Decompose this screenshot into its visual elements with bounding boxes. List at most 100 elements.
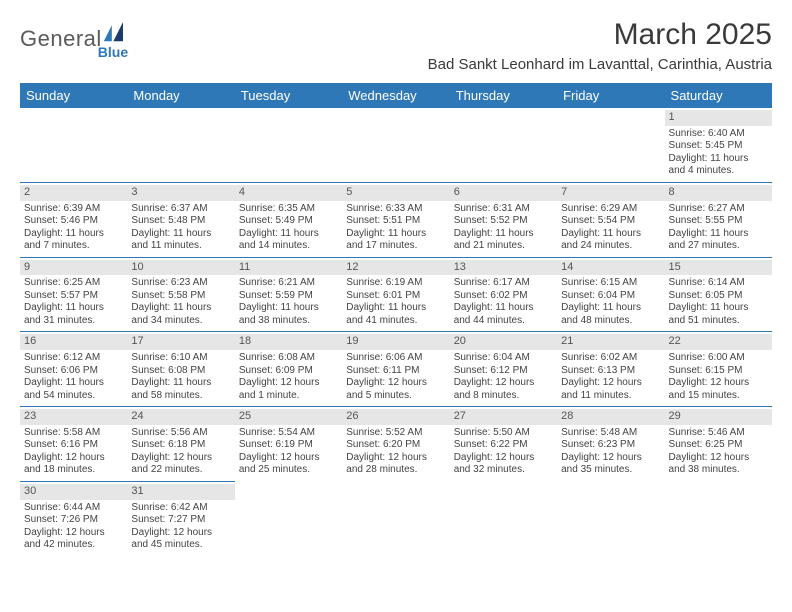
day-number: 23 [20,409,127,425]
calendar-day-cell: 26Sunrise: 5:52 AMSunset: 6:20 PMDayligh… [342,407,449,482]
daylight-text: and 18 minutes. [24,464,123,477]
daylight-text: and 32 minutes. [454,464,553,477]
sunrise-text: Sunrise: 6:31 AM [454,203,553,216]
calendar-day-cell: 23Sunrise: 5:58 AMSunset: 6:16 PMDayligh… [20,407,127,482]
day-number: 12 [342,260,449,276]
calendar-week-row: 1Sunrise: 6:40 AMSunset: 5:45 PMDaylight… [20,108,772,182]
title-block: March 2025 Bad Sankt Leonhard im Lavantt… [428,18,772,73]
daylight-text: Daylight: 11 hours [669,302,768,315]
sunrise-text: Sunrise: 6:23 AM [131,277,230,290]
day-number: 7 [557,185,664,201]
day-number: 17 [127,334,234,350]
sunset-text: Sunset: 6:19 PM [239,439,338,452]
daylight-text: and 42 minutes. [24,539,123,552]
daylight-text: and 25 minutes. [239,464,338,477]
logo-sails-icon [98,22,132,46]
location-subtitle: Bad Sankt Leonhard im Lavanttal, Carinth… [428,56,772,73]
day-number: 16 [20,334,127,350]
sunset-text: Sunset: 5:52 PM [454,215,553,228]
day-number: 10 [127,260,234,276]
calendar-day-cell: 10Sunrise: 6:23 AMSunset: 5:58 PMDayligh… [127,257,234,332]
day-number: 20 [450,334,557,350]
sunrise-text: Sunrise: 5:46 AM [669,427,768,440]
daylight-text: Daylight: 12 hours [561,452,660,465]
daylight-text: and 45 minutes. [131,539,230,552]
sunrise-text: Sunrise: 6:29 AM [561,203,660,216]
sunrise-text: Sunrise: 5:52 AM [346,427,445,440]
daylight-text: Daylight: 11 hours [454,302,553,315]
daylight-text: and 41 minutes. [346,315,445,328]
sunrise-text: Sunrise: 5:54 AM [239,427,338,440]
daylight-text: Daylight: 11 hours [346,302,445,315]
calendar-week-row: 23Sunrise: 5:58 AMSunset: 6:16 PMDayligh… [20,407,772,482]
calendar-day-cell: 6Sunrise: 6:31 AMSunset: 5:52 PMDaylight… [450,182,557,257]
calendar-day-cell [127,108,234,182]
daylight-text: and 14 minutes. [239,240,338,253]
calendar-table: Sunday Monday Tuesday Wednesday Thursday… [20,83,772,556]
day-number: 8 [665,185,772,201]
calendar-day-cell: 13Sunrise: 6:17 AMSunset: 6:02 PMDayligh… [450,257,557,332]
calendar-day-cell: 27Sunrise: 5:50 AMSunset: 6:22 PMDayligh… [450,407,557,482]
sunset-text: Sunset: 6:15 PM [669,365,768,378]
daylight-text: Daylight: 11 hours [24,228,123,241]
sunrise-text: Sunrise: 6:39 AM [24,203,123,216]
day-number: 14 [557,260,664,276]
day-number: 6 [450,185,557,201]
sunset-text: Sunset: 6:12 PM [454,365,553,378]
sunset-text: Sunset: 6:11 PM [346,365,445,378]
calendar-day-cell: 16Sunrise: 6:12 AMSunset: 6:06 PMDayligh… [20,332,127,407]
sunrise-text: Sunrise: 5:58 AM [24,427,123,440]
daylight-text: and 17 minutes. [346,240,445,253]
daylight-text: Daylight: 12 hours [669,377,768,390]
calendar-day-cell: 8Sunrise: 6:27 AMSunset: 5:55 PMDaylight… [665,182,772,257]
day-number: 22 [665,334,772,350]
daylight-text: and 31 minutes. [24,315,123,328]
calendar-header-row: Sunday Monday Tuesday Wednesday Thursday… [20,83,772,108]
daylight-text: Daylight: 11 hours [669,228,768,241]
calendar-day-cell: 9Sunrise: 6:25 AMSunset: 5:57 PMDaylight… [20,257,127,332]
sunrise-text: Sunrise: 6:33 AM [346,203,445,216]
calendar-day-cell: 24Sunrise: 5:56 AMSunset: 6:18 PMDayligh… [127,407,234,482]
daylight-text: Daylight: 12 hours [239,452,338,465]
day-number: 15 [665,260,772,276]
sunrise-text: Sunrise: 6:12 AM [24,352,123,365]
daylight-text: and 4 minutes. [669,165,768,178]
calendar-day-cell: 19Sunrise: 6:06 AMSunset: 6:11 PMDayligh… [342,332,449,407]
calendar-day-cell: 11Sunrise: 6:21 AMSunset: 5:59 PMDayligh… [235,257,342,332]
daylight-text: Daylight: 11 hours [24,377,123,390]
logo-text-main: General [20,26,102,52]
sunrise-text: Sunrise: 6:35 AM [239,203,338,216]
daylight-text: Daylight: 11 hours [239,228,338,241]
calendar-body: 1Sunrise: 6:40 AMSunset: 5:45 PMDaylight… [20,108,772,556]
weekday-header: Monday [127,83,234,108]
daylight-text: Daylight: 11 hours [561,228,660,241]
weekday-header: Friday [557,83,664,108]
daylight-text: and 51 minutes. [669,315,768,328]
sunset-text: Sunset: 6:05 PM [669,290,768,303]
sunset-text: Sunset: 5:55 PM [669,215,768,228]
calendar-day-cell [557,481,664,555]
daylight-text: Daylight: 12 hours [454,452,553,465]
calendar-day-cell [235,481,342,555]
logo-text-sub: Blue [98,44,128,60]
daylight-text: Daylight: 12 hours [239,377,338,390]
weekday-header: Wednesday [342,83,449,108]
daylight-text: Daylight: 12 hours [346,377,445,390]
calendar-day-cell: 15Sunrise: 6:14 AMSunset: 6:05 PMDayligh… [665,257,772,332]
sunrise-text: Sunrise: 6:08 AM [239,352,338,365]
day-number: 24 [127,409,234,425]
sunrise-text: Sunrise: 6:04 AM [454,352,553,365]
sunset-text: Sunset: 6:08 PM [131,365,230,378]
daylight-text: and 54 minutes. [24,390,123,403]
weekday-header: Sunday [20,83,127,108]
sunset-text: Sunset: 6:25 PM [669,439,768,452]
daylight-text: and 27 minutes. [669,240,768,253]
calendar-day-cell: 20Sunrise: 6:04 AMSunset: 6:12 PMDayligh… [450,332,557,407]
calendar-day-cell: 29Sunrise: 5:46 AMSunset: 6:25 PMDayligh… [665,407,772,482]
day-number: 3 [127,185,234,201]
calendar-day-cell [342,481,449,555]
day-number: 4 [235,185,342,201]
sunrise-text: Sunrise: 6:06 AM [346,352,445,365]
weekday-header: Saturday [665,83,772,108]
calendar-week-row: 30Sunrise: 6:44 AMSunset: 7:26 PMDayligh… [20,481,772,555]
